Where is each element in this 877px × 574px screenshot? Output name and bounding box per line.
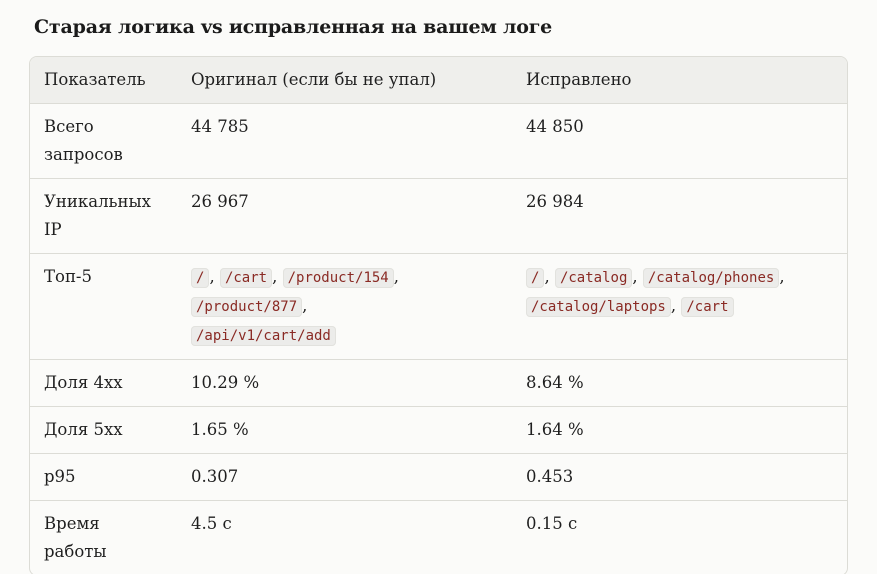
original-cell: 44 785 — [191, 117, 249, 136]
fixed-cell: 0.15 с — [526, 514, 578, 533]
table-row: Уникальных IP 26 967 26 984 — [30, 178, 847, 254]
path-code: /api/v1/cart/add — [191, 326, 336, 346]
metric-label: Всего запросов — [44, 117, 123, 164]
metric-cell: Доля 5xx — [44, 420, 123, 439]
path-code: / — [526, 268, 545, 288]
fixed-cell: 0.453 — [526, 467, 574, 486]
metric-cell: Топ-5 — [44, 267, 93, 286]
table-row: Время работы 4.5 с 0.15 с — [30, 500, 847, 574]
fixed-cell: /, /catalog, /catalog/phones, /catalog/l… — [526, 254, 847, 360]
original-cell: 26 967 — [191, 192, 249, 211]
metric-cell: Всего запросов — [30, 104, 191, 179]
table-row: Доля 4xx 10.29 % 8.64 % — [30, 359, 847, 407]
path-code: / — [191, 268, 210, 288]
metric-label: Время работы — [44, 514, 107, 561]
path-code: /product/154 — [282, 268, 394, 288]
header-fixed: Исправлено — [526, 70, 632, 89]
path-code: /cart — [219, 268, 273, 288]
comparison-table: Показатель Оригинал (если бы не упал) Ис… — [30, 57, 847, 574]
table-row: p95 0.307 0.453 — [30, 453, 847, 501]
fixed-cell: 1.64 % — [526, 420, 584, 439]
table-row: Всего запросов 44 785 44 850 — [30, 103, 847, 179]
table-row: Топ-5 /, /cart, /product/154, /product/8… — [30, 253, 847, 360]
original-cell: /, /cart, /product/154, /product/877, /a… — [191, 254, 526, 360]
path-code: /product/877 — [191, 297, 303, 317]
original-top-paths: /, /cart, /product/154, /product/877, /a… — [191, 263, 431, 350]
original-cell: 10.29 % — [191, 373, 260, 392]
original-cell: 4.5 с — [191, 514, 232, 533]
table-row: Доля 5xx 1.65 % 1.64 % — [30, 406, 847, 454]
comparison-table-container: Показатель Оригинал (если бы не упал) Ис… — [29, 56, 848, 574]
metric-cell: Время работы — [30, 501, 191, 574]
path-code: /catalog/phones — [642, 268, 780, 288]
fixed-cell: 26 984 — [526, 192, 584, 211]
header-original: Оригинал (если бы не упал) — [191, 70, 437, 89]
fixed-cell: 8.64 % — [526, 373, 584, 392]
original-cell: 1.65 % — [191, 420, 249, 439]
path-code: /catalog/laptops — [526, 297, 671, 317]
path-code: /cart — [681, 297, 734, 317]
header-metric: Показатель — [44, 70, 146, 89]
metric-cell: Уникальных IP — [30, 179, 191, 254]
fixed-cell: 44 850 — [526, 117, 584, 136]
path-code: /catalog — [554, 268, 633, 288]
metric-cell: p95 — [44, 467, 76, 486]
metric-label: Уникальных IP — [44, 192, 151, 239]
section-title: Старая логика vs исправленная на вашем л… — [34, 16, 553, 38]
fixed-top-paths: /, /catalog, /catalog/phones, /catalog/l… — [526, 263, 836, 321]
original-cell: 0.307 — [191, 467, 239, 486]
table-header-row: Показатель Оригинал (если бы не упал) Ис… — [30, 57, 847, 104]
metric-cell: Доля 4xx — [44, 373, 123, 392]
